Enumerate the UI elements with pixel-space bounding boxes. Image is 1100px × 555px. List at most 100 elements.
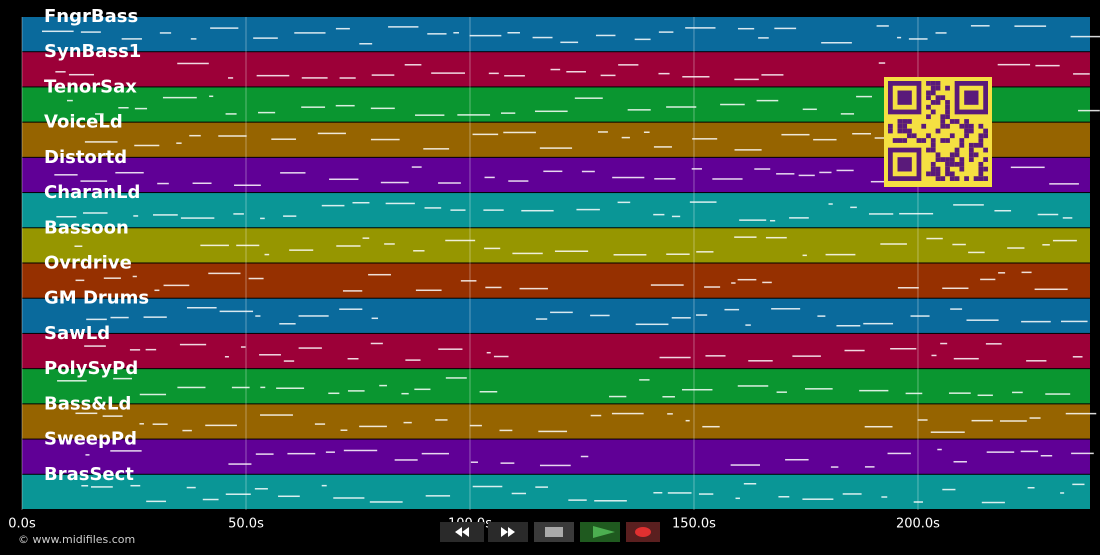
note xyxy=(359,425,387,428)
note xyxy=(405,359,421,361)
note xyxy=(445,239,476,242)
note xyxy=(189,134,201,137)
qr-cell xyxy=(935,128,941,134)
note xyxy=(971,419,993,422)
note xyxy=(691,168,702,170)
qr-cell xyxy=(926,81,931,86)
note xyxy=(401,392,409,395)
note xyxy=(566,71,586,73)
track-label: FngrBass xyxy=(44,6,138,27)
qr-cell xyxy=(949,161,955,167)
note xyxy=(805,388,833,390)
track-label: GM Drums xyxy=(44,288,149,309)
note xyxy=(472,485,503,488)
note xyxy=(792,355,821,357)
note xyxy=(231,386,250,389)
qr-cell xyxy=(968,147,974,153)
note xyxy=(590,414,602,417)
qr-cell xyxy=(978,171,984,177)
qr-cell xyxy=(940,176,946,181)
qr-cell xyxy=(945,100,950,105)
track-label: BrasSect xyxy=(44,464,134,485)
qr-cell xyxy=(983,157,988,162)
play-button[interactable] xyxy=(580,522,620,542)
note xyxy=(56,215,77,218)
note xyxy=(1070,35,1100,38)
track-label: TenorSax xyxy=(44,76,137,97)
note xyxy=(139,423,144,425)
note xyxy=(139,393,167,396)
note xyxy=(748,360,773,362)
track-band xyxy=(22,404,1090,439)
note xyxy=(431,72,465,74)
qr-cell xyxy=(930,161,936,167)
note xyxy=(233,213,244,215)
note xyxy=(359,43,373,45)
note xyxy=(180,217,215,219)
note xyxy=(343,449,378,452)
qr-cell xyxy=(916,138,922,143)
qr-cell xyxy=(945,123,950,129)
note xyxy=(153,214,178,216)
note xyxy=(438,182,461,184)
note xyxy=(887,452,911,455)
rewind-button[interactable] xyxy=(440,522,484,542)
note xyxy=(450,209,466,211)
note xyxy=(876,25,889,27)
note xyxy=(754,168,771,170)
note xyxy=(347,390,365,392)
transport-controls xyxy=(440,522,660,542)
note xyxy=(1040,454,1053,457)
note xyxy=(639,379,650,381)
qr-cell xyxy=(940,123,946,129)
note xyxy=(370,107,395,110)
note xyxy=(1021,271,1032,274)
note xyxy=(484,176,495,179)
note xyxy=(457,114,491,116)
note xyxy=(1037,213,1059,216)
note xyxy=(968,251,985,254)
qr-cell xyxy=(968,128,974,134)
note xyxy=(617,201,631,204)
note xyxy=(335,104,355,107)
note xyxy=(998,272,1006,274)
note xyxy=(745,324,751,326)
qr-cell xyxy=(945,161,950,167)
note xyxy=(425,495,451,497)
forward-button[interactable] xyxy=(488,522,528,542)
note xyxy=(504,75,525,77)
note xyxy=(825,253,856,256)
note xyxy=(880,243,907,245)
qr-cell xyxy=(902,128,908,134)
note xyxy=(1078,109,1100,112)
note xyxy=(508,180,529,182)
x-tick-label: 150.0s xyxy=(672,517,716,532)
note xyxy=(689,201,717,203)
note xyxy=(612,176,645,179)
note xyxy=(427,33,447,35)
note xyxy=(385,202,415,205)
note xyxy=(1020,450,1039,453)
note xyxy=(550,311,573,314)
note xyxy=(737,27,755,30)
stop-button[interactable] xyxy=(534,522,574,542)
note xyxy=(68,73,94,76)
track-band xyxy=(22,439,1090,474)
qr-cell xyxy=(940,138,946,143)
note xyxy=(856,95,872,98)
track-label: SawLd xyxy=(44,323,110,344)
track-labels: FngrBass SynBass1 TenorSax VoiceLd Distortd C… xyxy=(44,6,149,485)
note xyxy=(953,461,967,463)
note xyxy=(734,236,757,238)
note xyxy=(264,253,270,256)
note xyxy=(380,181,409,184)
note xyxy=(609,395,627,398)
record-button[interactable] xyxy=(626,522,660,542)
note xyxy=(1073,73,1090,75)
note xyxy=(329,178,359,181)
note xyxy=(539,147,573,149)
qr-cell xyxy=(945,171,950,177)
qr-cell xyxy=(949,152,955,158)
track-band xyxy=(22,228,1090,263)
